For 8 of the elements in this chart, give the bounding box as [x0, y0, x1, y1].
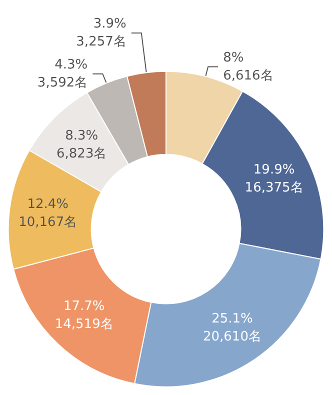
data-label: 12.4% 10,167名: [18, 196, 78, 230]
data-label: 3.9% 3,257名: [76, 16, 126, 50]
data-label: 25.1% 20,610名: [202, 312, 262, 345]
data-label: 8% 6,616名: [223, 50, 274, 84]
data-label: 4.3% 3,592名: [37, 57, 88, 90]
data-label: 17.7% 14,519名: [54, 299, 114, 332]
data-label: 19.9% 16,375名: [244, 162, 304, 196]
data-label: 8.3% 6,823名: [56, 128, 107, 162]
